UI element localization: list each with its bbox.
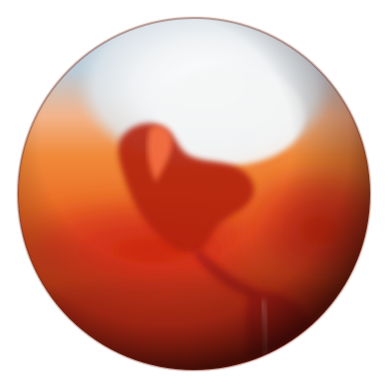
globe-rim <box>17 17 371 371</box>
sphere-shading <box>18 18 370 370</box>
